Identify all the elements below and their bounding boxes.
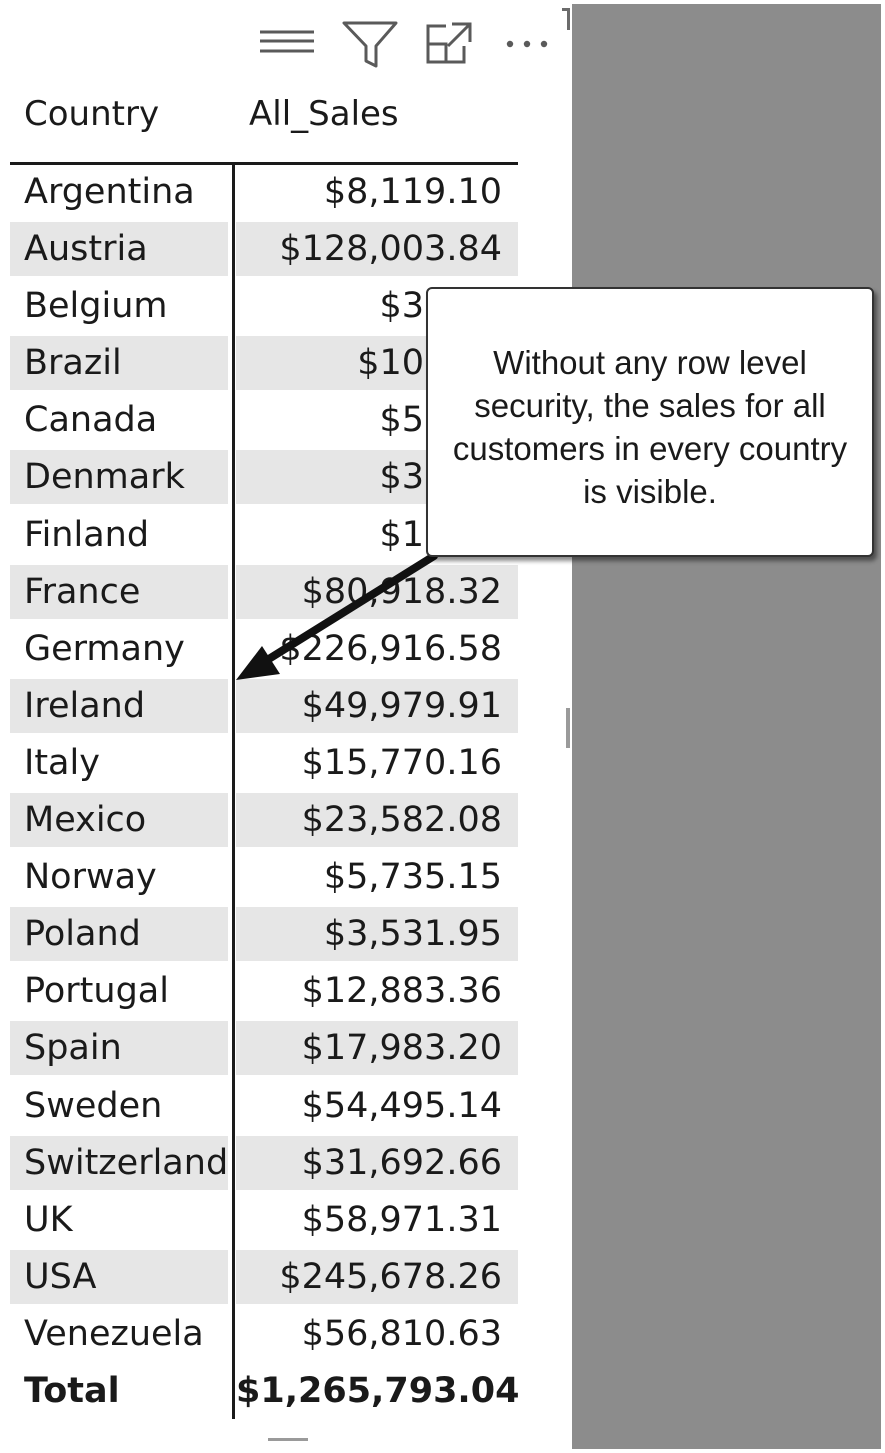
country-cell: Finland xyxy=(24,514,150,555)
arrow-head xyxy=(236,646,280,680)
filter-icon[interactable] xyxy=(340,18,402,68)
country-cell: Mexico xyxy=(10,793,228,848)
table-row[interactable]: Germany $226,916.58 xyxy=(10,622,518,679)
total-sales-value: $1,265,793.04 xyxy=(236,1370,520,1411)
table-row[interactable]: Poland $3,531.95 xyxy=(10,907,518,964)
more-options-icon[interactable] xyxy=(500,18,556,68)
country-cell: USA xyxy=(10,1249,228,1304)
table-row[interactable]: Argentina $8,119.10 xyxy=(10,165,518,222)
country-cell: Brazil xyxy=(10,336,228,391)
visual-border-mark xyxy=(562,8,570,11)
resize-handle[interactable] xyxy=(566,708,570,748)
callout-arrow xyxy=(236,552,438,680)
sales-cell: $5,735.15 xyxy=(323,857,502,898)
table-row[interactable]: Venezuela $56,810.63 xyxy=(10,1307,518,1364)
sales-cell: $54,495.14 xyxy=(301,1085,502,1126)
country-cell: Venezuela xyxy=(24,1313,204,1354)
column-divider xyxy=(232,163,235,1419)
total-label: Total xyxy=(24,1370,120,1411)
table-row[interactable]: UK $58,971.31 xyxy=(10,1193,518,1250)
country-cell: Poland xyxy=(10,907,228,962)
table-row[interactable]: Switzerland $31,692.66 xyxy=(10,1135,518,1193)
sales-cell: $80,918.32 xyxy=(236,564,518,619)
table-row[interactable]: Mexico $23,582.08 xyxy=(10,793,518,850)
sales-cell: $56,810.63 xyxy=(301,1313,502,1354)
sales-cell: $8,119.10 xyxy=(323,172,502,212)
sales-cell: $12,883.36 xyxy=(301,971,502,1012)
expand-icon[interactable] xyxy=(422,18,478,68)
sales-cell: $23,582.08 xyxy=(236,793,518,848)
visual-border-mark xyxy=(567,8,570,30)
sales-cell: $58,971.31 xyxy=(301,1199,502,1240)
table-row[interactable]: Sweden $54,495.14 xyxy=(10,1079,518,1136)
country-cell: France xyxy=(10,564,228,619)
sales-cell: $128,003.84 xyxy=(236,222,518,277)
country-cell: Austria xyxy=(10,222,228,277)
sales-cell: $49,979.91 xyxy=(236,678,518,733)
country-cell: Switzerland xyxy=(10,1135,228,1190)
table-row[interactable]: Portugal $12,883.36 xyxy=(10,964,518,1021)
sales-cell: $3,531.95 xyxy=(236,907,518,962)
country-cell: Germany xyxy=(24,628,185,669)
table-row[interactable]: Norway $5,735.15 xyxy=(10,850,518,907)
sales-cell: $17,983.20 xyxy=(236,1021,518,1076)
column-header-country[interactable]: Country xyxy=(24,94,160,134)
focus-lines-icon[interactable] xyxy=(256,18,318,68)
country-cell: Ireland xyxy=(10,678,228,733)
annotation-callout: Without any row level security, the sale… xyxy=(426,287,874,557)
report-canvas-background xyxy=(572,4,881,1449)
table-row[interactable]: Spain $17,983.20 xyxy=(10,1021,518,1078)
table-row[interactable]: Austria $128,003.84 xyxy=(10,222,518,279)
sales-cell: $245,678.26 xyxy=(236,1249,518,1304)
sales-cell: $15,770.16 xyxy=(301,742,502,783)
country-cell: Portugal xyxy=(24,971,169,1012)
sales-cell: $226,916.58 xyxy=(279,628,502,669)
country-cell: Spain xyxy=(10,1021,228,1076)
country-cell: Belgium xyxy=(24,286,168,327)
resize-handle[interactable] xyxy=(268,1438,308,1441)
country-cell: Italy xyxy=(24,742,100,783)
sales-cell: $31,692.66 xyxy=(236,1135,518,1190)
total-row: Total $1,265,793.04 xyxy=(10,1364,520,1421)
country-cell: Norway xyxy=(24,857,157,898)
country-cell: UK xyxy=(24,1199,73,1240)
country-cell: Argentina xyxy=(24,172,195,212)
column-header-all-sales[interactable]: All_Sales xyxy=(249,94,399,134)
country-cell: Canada xyxy=(24,400,158,441)
callout-text: Without any row level security, the sale… xyxy=(452,344,848,510)
table-row[interactable]: USA $245,678.26 xyxy=(10,1249,518,1307)
country-cell: Denmark xyxy=(10,450,228,505)
table-row[interactable]: Italy $15,770.16 xyxy=(10,736,518,793)
table-header-row: Country All_Sales xyxy=(10,90,518,165)
table-row[interactable]: France $80,918.32 xyxy=(10,564,518,622)
table-row[interactable]: Ireland $49,979.91 xyxy=(10,678,518,736)
country-cell: Sweden xyxy=(24,1085,163,1126)
